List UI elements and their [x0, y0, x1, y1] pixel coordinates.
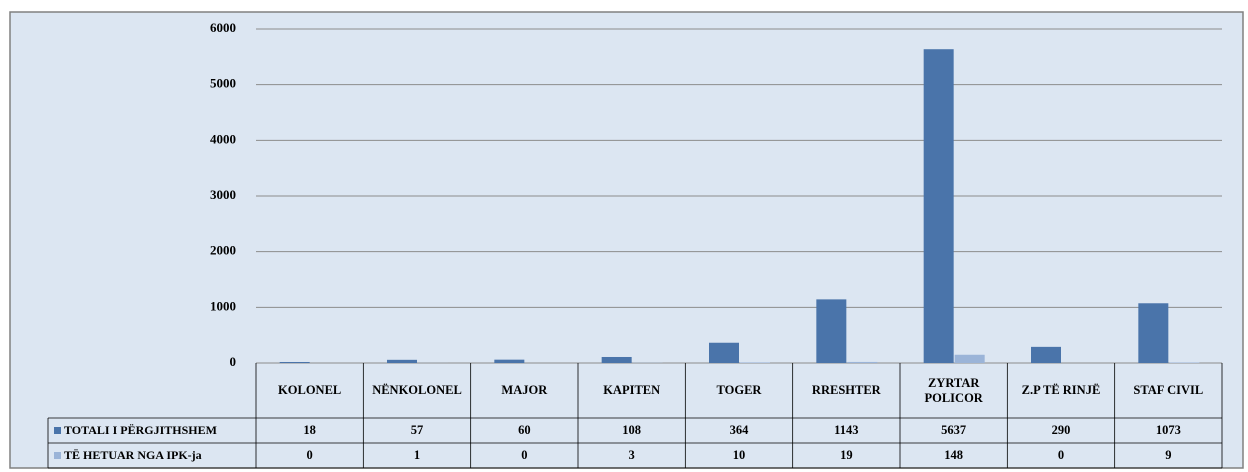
category-label: ZYRTAR POLICOR — [924, 375, 983, 405]
table-value: 5637 — [941, 423, 967, 437]
legend-key — [54, 427, 61, 434]
table-value: 148 — [944, 448, 964, 462]
table-value: 3 — [628, 448, 635, 462]
legend-label: TOTALI I PËRGJITHSHEM — [64, 423, 217, 437]
table-value: 0 — [306, 448, 313, 462]
category-label: STAF CIVIL — [1133, 383, 1204, 397]
category-label: KOLONEL — [278, 383, 342, 397]
legend-entry: TOTALI I PËRGJITHSHEM — [48, 418, 256, 443]
legend-key — [54, 452, 61, 459]
bar — [601, 356, 632, 363]
table-value: 19 — [840, 448, 853, 462]
category-label: TOGER — [716, 383, 762, 397]
category-label: Z.P TË RINJË — [1021, 383, 1101, 397]
table-value: 9 — [1165, 448, 1172, 462]
bar — [847, 361, 878, 363]
category-label: MAJOR — [501, 383, 548, 397]
table-value: 1073 — [1155, 423, 1181, 437]
y-tick-label: 5000 — [210, 76, 236, 91]
bar — [709, 342, 739, 363]
table-value: 364 — [729, 423, 749, 437]
y-tick-label: 0 — [230, 354, 237, 369]
category-label: KAPITEN — [603, 383, 661, 397]
table-value: 60 — [518, 423, 531, 437]
bar — [387, 359, 417, 363]
bar — [1138, 303, 1169, 363]
table-value: 10 — [732, 448, 746, 462]
table-value: 1143 — [834, 423, 859, 437]
bar — [954, 354, 985, 363]
bar — [279, 361, 310, 363]
table-value: 0 — [521, 448, 528, 462]
chart-frame — [9, 11, 1244, 469]
table-value: 290 — [1051, 423, 1071, 437]
table-value: 1 — [413, 448, 421, 462]
category-label: RRESHTER — [811, 383, 881, 397]
bar — [740, 362, 770, 363]
bar — [816, 299, 847, 363]
y-tick-label: 2000 — [210, 243, 236, 258]
table-value: 108 — [622, 423, 642, 437]
y-tick-label: 4000 — [210, 131, 236, 146]
y-tick-label: 3000 — [210, 187, 236, 202]
bar — [494, 359, 525, 363]
y-tick-label: 6000 — [210, 20, 236, 35]
legend-entry: TË HETUAR NGA IPK-ja — [48, 443, 256, 468]
legend-label: TË HETUAR NGA IPK-ja — [64, 448, 202, 462]
bar — [1169, 362, 1200, 363]
y-tick-label: 1000 — [210, 298, 236, 313]
bar — [923, 49, 954, 363]
table-value: 18 — [303, 423, 316, 437]
bar — [1031, 346, 1061, 363]
table-value: 0 — [1057, 448, 1065, 462]
category-label: NËNKOLONEL — [372, 383, 462, 397]
table-value: 57 — [410, 423, 424, 437]
